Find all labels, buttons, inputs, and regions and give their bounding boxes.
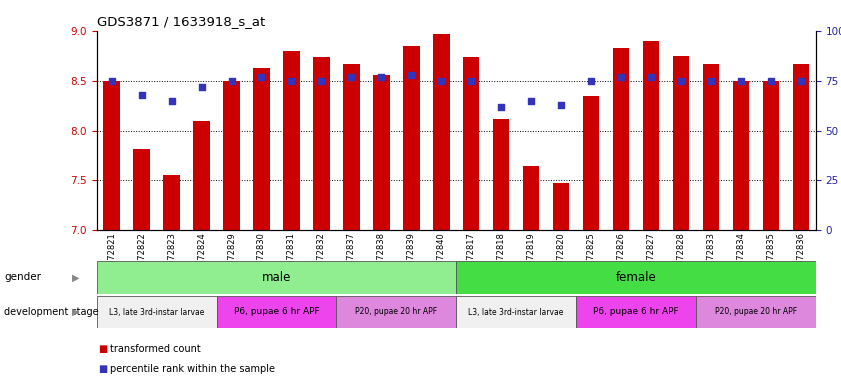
Point [255, 74, 268, 80]
Point [435, 78, 448, 84]
Text: gender: gender [4, 272, 41, 283]
Point [374, 74, 388, 80]
Bar [253, 68, 270, 230]
Point [674, 78, 688, 84]
Bar [456, 296, 576, 328]
Text: P6, pupae 6 hr APF: P6, pupae 6 hr APF [234, 308, 320, 316]
Bar [433, 34, 449, 230]
Bar [613, 48, 629, 230]
Bar [456, 261, 816, 294]
Bar [792, 64, 809, 230]
Point [225, 78, 238, 84]
Bar [403, 46, 420, 230]
Bar [763, 81, 779, 230]
Point [345, 74, 358, 80]
Text: ▶: ▶ [72, 272, 79, 283]
Text: development stage: development stage [4, 307, 99, 317]
Bar [576, 296, 696, 328]
Bar [673, 56, 689, 230]
Text: percentile rank within the sample: percentile rank within the sample [110, 364, 275, 374]
Bar [553, 184, 569, 230]
Bar [703, 64, 719, 230]
Bar [463, 57, 479, 230]
Text: P20, pupae 20 hr APF: P20, pupae 20 hr APF [355, 308, 437, 316]
Bar [103, 81, 120, 230]
Point [495, 104, 508, 110]
Point [584, 78, 598, 84]
Point [135, 91, 148, 98]
Point [464, 78, 478, 84]
Text: ■: ■ [98, 364, 108, 374]
Bar [134, 149, 150, 230]
Bar [224, 81, 240, 230]
Point [195, 84, 209, 90]
Point [794, 78, 807, 84]
Point [764, 78, 778, 84]
Text: female: female [616, 271, 656, 284]
Bar [283, 51, 299, 230]
Point [734, 78, 748, 84]
Bar [523, 166, 539, 230]
Point [405, 71, 418, 78]
Point [704, 78, 717, 84]
Point [554, 101, 568, 108]
Bar [193, 121, 209, 230]
Bar [313, 57, 330, 230]
Bar [373, 74, 389, 230]
Text: transformed count: transformed count [110, 344, 201, 354]
Bar [97, 261, 456, 294]
Bar [733, 81, 749, 230]
Point [165, 98, 178, 104]
Bar [163, 175, 180, 230]
Bar [97, 296, 217, 328]
Bar [336, 296, 456, 328]
Text: ▶: ▶ [72, 307, 79, 317]
Point [315, 78, 328, 84]
Bar [217, 296, 336, 328]
Text: P6, pupae 6 hr APF: P6, pupae 6 hr APF [593, 308, 679, 316]
Point [614, 74, 627, 80]
Text: P20, pupae 20 hr APF: P20, pupae 20 hr APF [715, 308, 797, 316]
Text: L3, late 3rd-instar larvae: L3, late 3rd-instar larvae [109, 308, 204, 316]
Point [644, 74, 658, 80]
Text: GDS3871 / 1633918_s_at: GDS3871 / 1633918_s_at [97, 15, 265, 28]
Point [285, 78, 299, 84]
Bar [643, 41, 659, 230]
Bar [583, 96, 600, 230]
Bar [493, 119, 510, 230]
Text: ■: ■ [98, 344, 108, 354]
Text: male: male [262, 271, 291, 284]
Bar [343, 64, 360, 230]
Point [525, 98, 538, 104]
Point [105, 78, 119, 84]
Bar [696, 296, 816, 328]
Text: L3, late 3rd-instar larvae: L3, late 3rd-instar larvae [468, 308, 563, 316]
